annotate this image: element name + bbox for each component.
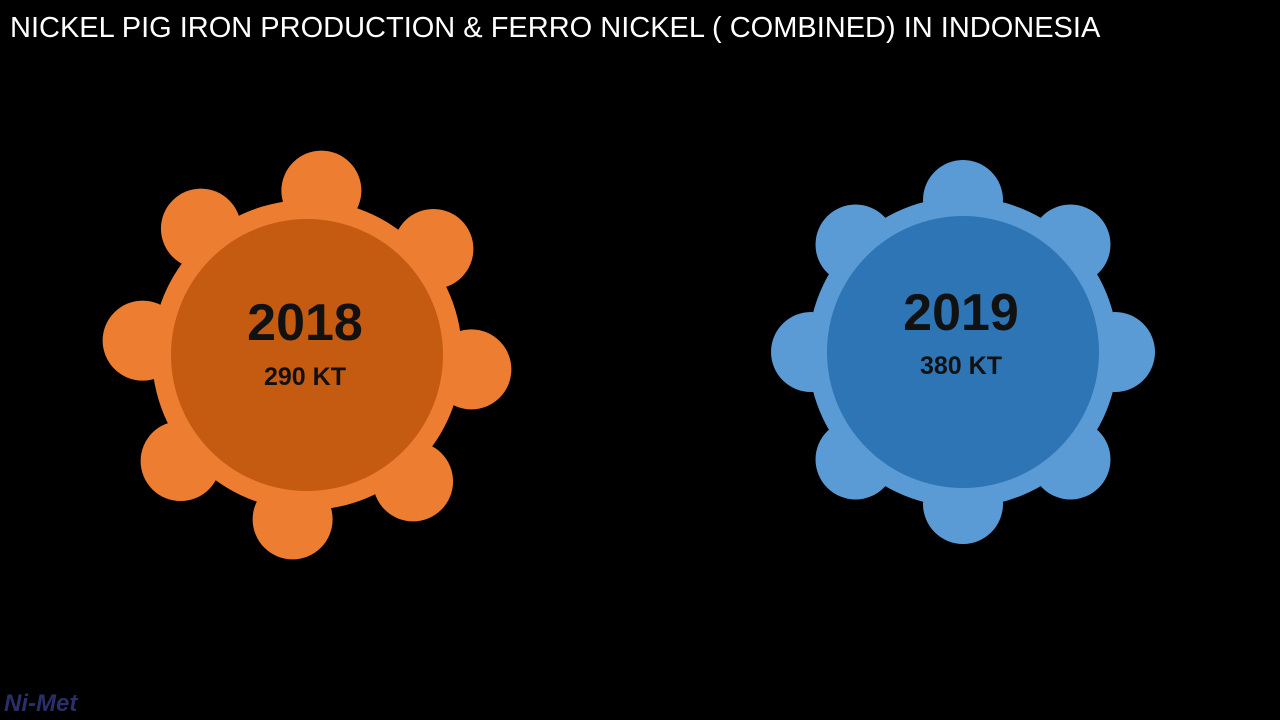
gear: 2018 290 KT [102,150,512,560]
logo: Ni-Met [4,690,78,717]
gear-tooth [140,421,221,502]
gear-tooth [281,150,362,231]
gear-tooth [102,300,183,381]
slide-title: NICKEL PIG IRON PRODUCTION & FERRO NICKE… [10,12,1101,44]
gear-tooth [252,479,333,560]
value-label: 290 KT [264,363,346,391]
gear-tooth [393,208,474,289]
value-label: 380 KT [920,352,1002,380]
gear-tooth [373,441,454,522]
gear-core [827,216,1099,488]
gear-tooth [431,329,512,410]
year-label: 2019 [903,284,1019,342]
gears: 2018 290 KT 2019 380 KT [102,150,1155,560]
gear-tooth [160,188,241,269]
gear: 2019 380 KT [771,160,1155,544]
year-label: 2018 [247,294,363,352]
gear-core [171,219,443,491]
